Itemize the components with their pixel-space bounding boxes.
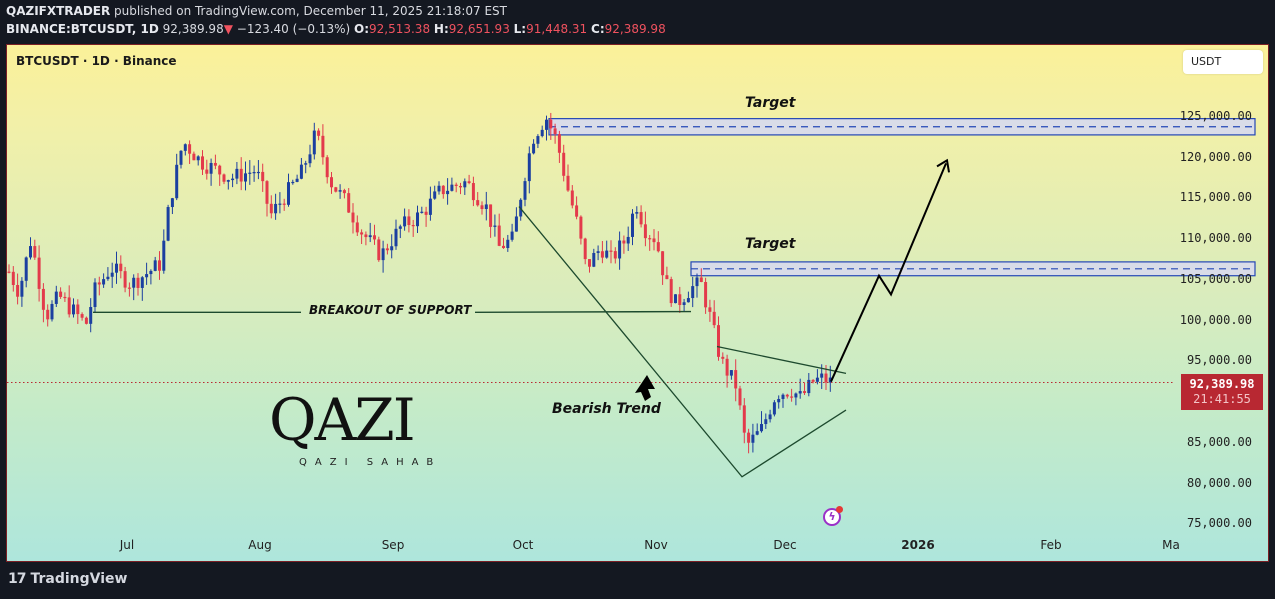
watermark-logo-text: QAZI xyxy=(269,386,416,454)
breakout-label: BREAKOUT OF SUPPORT xyxy=(309,303,472,317)
watermark-subtitle: QAZI SAHAB xyxy=(299,457,442,468)
target-upper-label: Target xyxy=(745,95,796,111)
x-tick: Nov xyxy=(644,538,668,552)
y-tick: 120,000.00 xyxy=(1179,150,1252,164)
x-tick: Sep xyxy=(381,538,405,552)
ohlc-legend: BINANCE:BTCUSDT, 1D 92,389.98▼ −123.40 (… xyxy=(6,22,666,36)
symbol-label: BTCUSDT · 1D · Binance xyxy=(16,54,177,68)
x-tick-year: 2026 xyxy=(901,538,935,552)
notification-dot xyxy=(836,506,843,513)
currency-button[interactable]: USDT xyxy=(1183,50,1263,74)
y-tick: 95,000.00 xyxy=(1186,353,1252,367)
y-tick: 80,000.00 xyxy=(1186,476,1252,490)
candlestick-plot[interactable] xyxy=(7,45,1269,562)
high-label: H: xyxy=(433,22,449,36)
y-tick: 110,000.00 xyxy=(1179,231,1252,245)
open-value: 92,513.38 xyxy=(369,22,431,36)
watermark-logo: QAZI QAZI SAHAB xyxy=(269,391,441,468)
y-tick: 125,000.00 xyxy=(1179,109,1252,123)
symbol-full: BINANCE:BTCUSDT, 1D xyxy=(6,22,159,36)
close-value: 92,389.98 xyxy=(604,22,666,36)
down-arrow-icon: ▼ xyxy=(223,22,233,36)
last-price: 92,389.98 xyxy=(162,22,224,36)
y-tick: 105,000.00 xyxy=(1179,272,1252,286)
price-change: −123.40 (−0.13%) xyxy=(236,22,351,36)
y-tick: 100,000.00 xyxy=(1179,313,1252,327)
bearish-trend-label: Bearish Trend xyxy=(552,401,661,417)
x-tick: Jul xyxy=(119,538,135,552)
brand-name: TradingView xyxy=(30,571,128,587)
target-lower-label: Target xyxy=(745,236,796,252)
open-label: O: xyxy=(354,22,369,36)
publish-info: QAZIFXTRADER published on TradingView.co… xyxy=(6,4,507,18)
x-tick: Aug xyxy=(248,538,272,552)
y-tick: 85,000.00 xyxy=(1186,435,1252,449)
published-text: published on TradingView.com, December 1… xyxy=(114,4,507,18)
publisher-name[interactable]: QAZIFXTRADER xyxy=(6,4,111,18)
low-label: L: xyxy=(513,22,527,36)
y-tick: 75,000.00 xyxy=(1186,516,1252,530)
x-tick: Ma xyxy=(1162,538,1180,552)
high-value: 92,651.93 xyxy=(448,22,510,36)
last-price-tag: 92,389.98 21:41:55 xyxy=(1181,374,1263,410)
x-tick: Feb xyxy=(1040,538,1062,552)
tradingview-brand[interactable]: 17 TradingView xyxy=(8,571,127,587)
low-value: 91,448.31 xyxy=(526,22,588,36)
chart-pane[interactable]: BTCUSDT · 1D · Binance USDT 125,000.00 1… xyxy=(6,44,1269,562)
bar-countdown: 21:41:55 xyxy=(1193,392,1251,406)
tradingview-logo-icon: 17 xyxy=(8,571,27,587)
x-tick: Dec xyxy=(773,538,797,552)
x-tick: Oct xyxy=(512,538,534,552)
price-tag-value: 92,389.98 xyxy=(1189,377,1255,391)
close-label: C: xyxy=(591,22,605,36)
y-tick: 115,000.00 xyxy=(1179,190,1252,204)
lightning-event-icon[interactable]: ϟ xyxy=(823,506,843,526)
